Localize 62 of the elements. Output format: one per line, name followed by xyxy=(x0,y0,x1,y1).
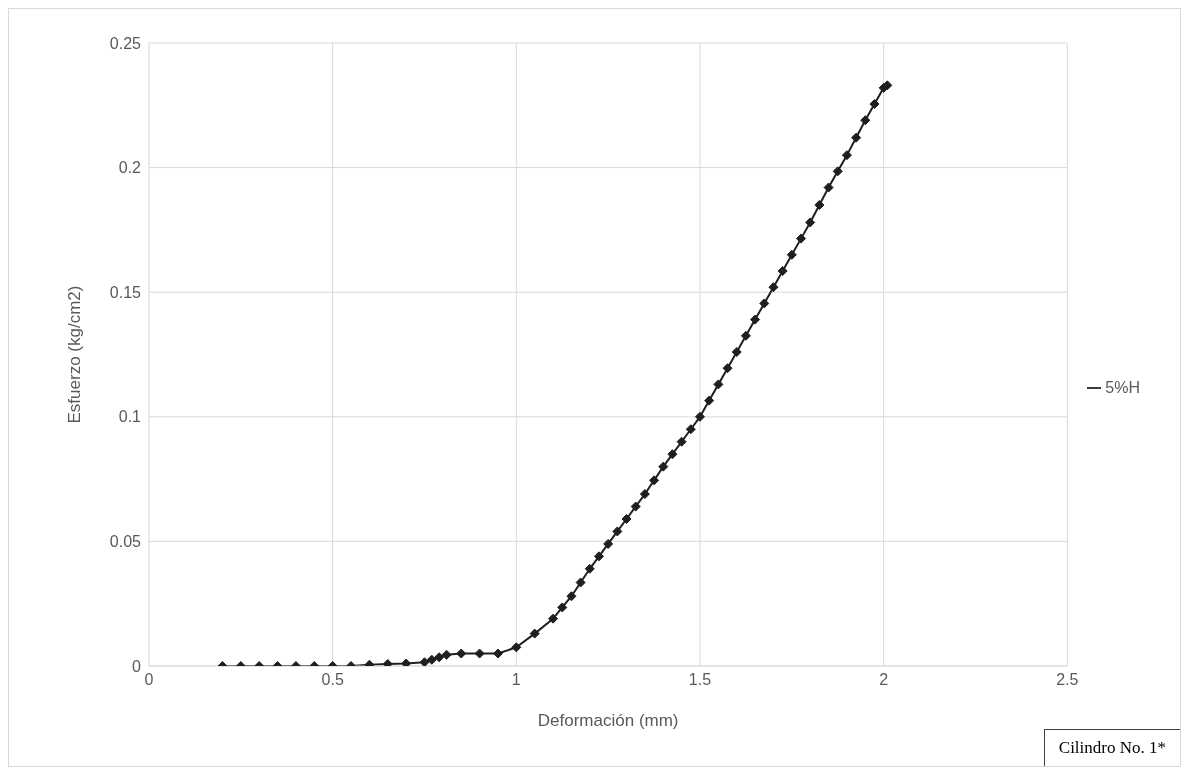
point xyxy=(557,602,568,613)
point xyxy=(667,449,678,460)
x-tick-label: 2 xyxy=(879,671,889,689)
point xyxy=(832,166,843,177)
y-tick-label: 0.15 xyxy=(109,283,142,301)
point xyxy=(548,613,559,624)
x-tick-label: 1 xyxy=(511,671,521,689)
point xyxy=(860,115,871,126)
point xyxy=(426,654,437,665)
point xyxy=(814,199,825,210)
legend-label: 5%H xyxy=(1105,378,1140,396)
x-tick-label: 0.5 xyxy=(321,671,344,689)
point xyxy=(621,513,632,524)
point xyxy=(612,526,623,537)
point xyxy=(796,233,806,244)
point xyxy=(805,217,816,228)
point xyxy=(786,249,797,260)
point xyxy=(593,551,604,562)
y-tick-label: 0.25 xyxy=(109,34,142,52)
point xyxy=(759,298,770,309)
point xyxy=(456,648,467,659)
point xyxy=(401,658,412,666)
point xyxy=(566,591,577,602)
point xyxy=(722,363,733,374)
y-tick-label: 0.05 xyxy=(109,533,142,551)
point xyxy=(713,379,724,390)
point xyxy=(434,652,445,663)
point xyxy=(474,648,485,659)
point xyxy=(685,424,696,435)
y-tick-label: 0.2 xyxy=(118,159,142,177)
y-axis-title: Esfuerzo (kg/cm2) xyxy=(65,285,85,424)
x-tick-label: 0 xyxy=(144,671,154,689)
point xyxy=(869,99,880,110)
point xyxy=(441,649,452,660)
x-tick-label: 2.5 xyxy=(1056,671,1079,689)
y-tick-label: 0 xyxy=(132,657,142,675)
point xyxy=(649,475,660,486)
y-tick-label: 0.1 xyxy=(118,408,142,426)
point xyxy=(768,282,779,293)
point xyxy=(750,314,761,325)
point xyxy=(584,563,595,574)
point xyxy=(704,395,715,406)
point xyxy=(575,577,586,588)
point xyxy=(731,347,742,358)
text: Cilindro No. 1* xyxy=(1043,729,1180,766)
point xyxy=(511,642,522,653)
point xyxy=(851,132,862,143)
point xyxy=(658,461,669,472)
point xyxy=(639,489,650,500)
point xyxy=(823,182,834,193)
point xyxy=(740,330,751,341)
x-axis-title: Deformación (mm) xyxy=(537,711,679,730)
x-tick-label: 1.5 xyxy=(688,671,712,689)
point xyxy=(841,150,852,161)
point xyxy=(529,628,540,639)
point xyxy=(630,501,641,512)
point xyxy=(676,436,687,447)
point xyxy=(603,538,614,549)
point xyxy=(492,648,503,659)
point xyxy=(419,657,430,666)
point xyxy=(777,266,788,277)
point xyxy=(694,411,705,422)
